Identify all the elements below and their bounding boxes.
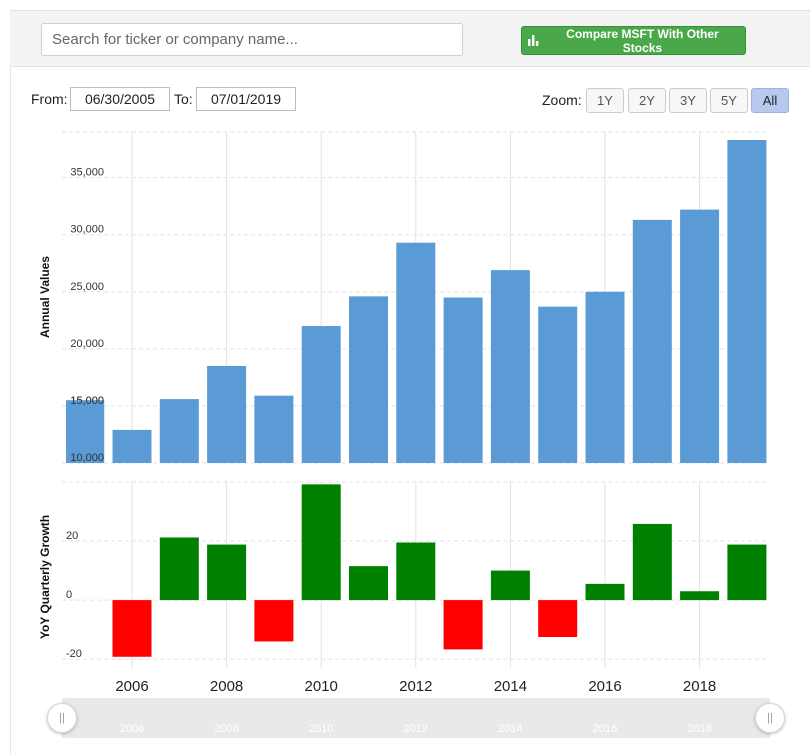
annual-bar	[396, 242, 436, 463]
growth-bar	[538, 600, 578, 637]
annual-bar	[349, 296, 388, 463]
zoom-1y-button[interactable]: 1Y	[586, 88, 624, 113]
annual-bar	[680, 209, 720, 463]
x-tick-label: 2016	[588, 678, 621, 695]
growth-bar	[490, 570, 530, 601]
annual-bar	[443, 297, 483, 463]
x-tick-label: 2014	[494, 678, 527, 695]
range-handle-icon: ||	[59, 712, 65, 724]
compare-button-label: Compare MSFT With Other Stocks	[566, 26, 719, 55]
y-tick-label: 10,000	[70, 452, 104, 464]
growth-bar	[585, 583, 625, 601]
growth-bar	[254, 600, 294, 642]
range-navigator[interactable]	[62, 698, 770, 738]
zoom-5y-button[interactable]: 5Y	[710, 88, 748, 113]
annual-bar	[585, 291, 625, 463]
x-tick-label: 2018	[683, 678, 716, 695]
annual-bar	[301, 326, 341, 463]
y-axis-title: Annual Values	[38, 256, 52, 338]
x-tick-label: 2012	[399, 678, 432, 695]
growth-bar	[159, 537, 199, 601]
growth-bar	[112, 600, 152, 657]
to-label: To:	[174, 91, 193, 107]
compare-stocks-button[interactable]: Compare MSFT With Other Stocks	[521, 26, 746, 55]
y-axis-title: YoY Quarterly Growth	[38, 515, 52, 639]
zoom-2y-button[interactable]: 2Y	[628, 88, 666, 113]
annual-bar	[538, 306, 578, 463]
x-tick-label: 2010	[305, 678, 338, 695]
annual-bar	[727, 139, 767, 463]
y-tick-label: 30,000	[70, 224, 104, 236]
navigator-left-handle[interactable]: ||	[47, 703, 77, 733]
annual-bar	[254, 395, 294, 463]
zoom-3y-button[interactable]: 3Y	[669, 88, 707, 113]
frame-border	[10, 67, 11, 754]
annual-bar	[66, 400, 105, 463]
range-handle-icon: ||	[767, 712, 773, 724]
search-input[interactable]	[41, 23, 463, 56]
from-label: From:	[31, 91, 68, 107]
growth-bar	[443, 600, 483, 650]
annual-bar	[112, 429, 152, 463]
y-tick-label: 20	[66, 530, 78, 542]
y-tick-label: 15,000	[70, 395, 104, 407]
navigator-right-handle[interactable]: ||	[755, 703, 785, 733]
growth-bar	[349, 566, 388, 601]
growth-bar	[680, 591, 720, 601]
to-date-input[interactable]	[196, 87, 296, 111]
top-toolbar: Compare MSFT With Other Stocks	[10, 10, 810, 67]
growth-bar	[632, 523, 672, 601]
zoom-label: Zoom:	[542, 92, 582, 108]
zoom-all-button[interactable]: All	[751, 88, 789, 113]
annual-bar	[207, 365, 247, 463]
annual-bar	[159, 399, 199, 463]
from-date-input[interactable]	[70, 87, 170, 111]
annual-bar	[490, 270, 530, 463]
y-tick-label: 35,000	[70, 167, 104, 179]
x-tick-label: 2008	[210, 678, 243, 695]
y-tick-label: 0	[66, 589, 72, 601]
growth-bar	[396, 542, 436, 601]
y-tick-label: -20	[66, 648, 82, 660]
annual-bar	[632, 219, 672, 463]
bar-chart-icon	[528, 35, 539, 46]
growth-bar	[301, 484, 341, 601]
growth-bar	[207, 544, 247, 601]
x-tick-label: 2006	[115, 678, 148, 695]
y-tick-label: 20,000	[70, 338, 104, 350]
growth-bar	[727, 544, 767, 601]
y-tick-label: 25,000	[70, 281, 104, 293]
